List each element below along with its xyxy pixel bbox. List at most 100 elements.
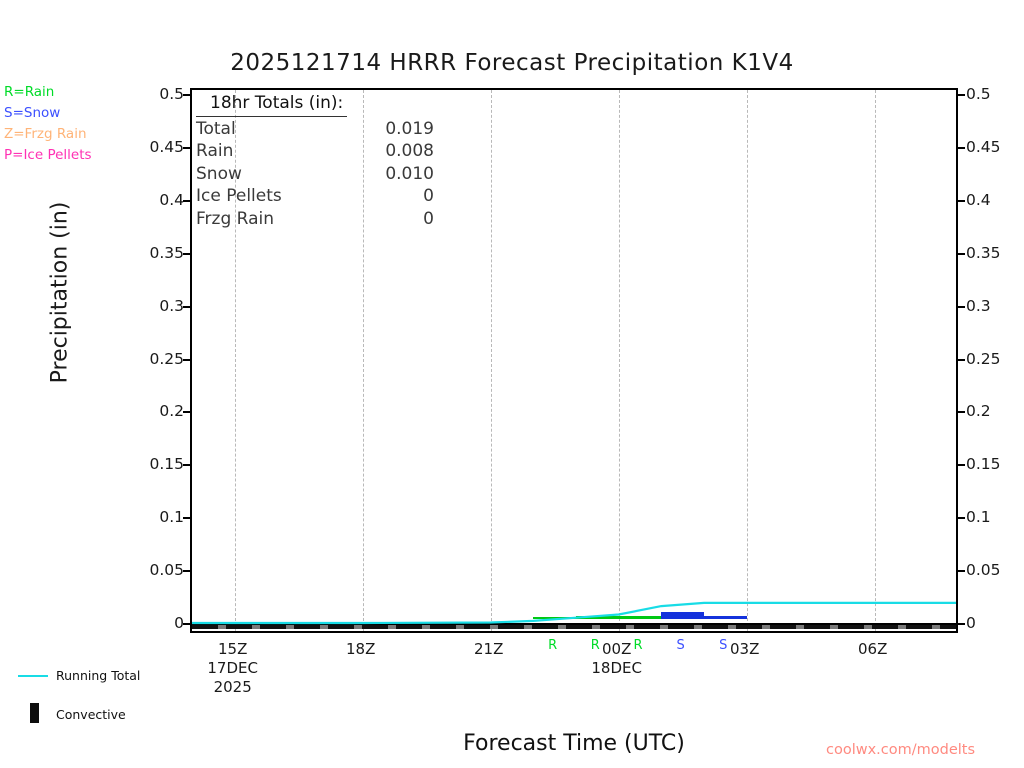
totals-label-4: Frzg Rain [196,208,275,229]
y-tick-label-left-9: 0.45 [149,137,184,156]
y-tick-label-right-9: 0.45 [966,137,1001,156]
x-axis-title: Forecast Time (UTC) [463,731,685,756]
totals-label-0: Total [196,118,236,139]
ptype-marker-0: R [548,638,558,653]
y-tick-mark-left-8 [183,199,190,202]
precip-bar-hour-25 [661,611,704,619]
precip-bar-hour-23 [576,615,619,619]
y-tick-label-left-4: 0.2 [159,402,184,421]
precip-bar-hour-24 [618,615,662,619]
y-tick-mark-right-3 [958,464,965,467]
y-tick-mark-right-7 [958,252,965,255]
y-tick-mark-left-9 [183,146,190,149]
x-tick-0: 15Z 17DEC 2025 [207,640,258,697]
totals-row: Snow 0.010 [196,163,434,186]
precip-bar-hour-22 [533,616,576,619]
gridline-3 [618,90,621,631]
x-tick-time-2: 21Z [474,640,504,658]
x-tick-time-3: 00Z [602,640,632,658]
totals-label-2: Snow [196,163,242,184]
y-tick-label-left-5: 0.25 [149,349,184,368]
y-tick-label-left-6: 0.3 [159,296,184,315]
totals-label-1: Rain [196,141,234,161]
x-tick-2: 21Z [474,640,503,659]
legend-line-swatch [18,675,48,677]
y-tick-mark-left-4 [183,411,190,414]
y-tick-label-right-0: 0 [966,614,976,632]
precip-type-legend: R=Rain S=Snow Z=Frzg Rain P=Ice Pellets [4,82,92,166]
totals-value-3: 0 [423,186,434,206]
ptype-legend-item-0: R=Rain [4,84,55,100]
ptype-marker-3: S [676,638,685,653]
y-tick-mark-left-3 [183,464,190,467]
gridline-4 [746,90,749,631]
totals-label-3: Ice Pellets [196,186,282,206]
totals-row: Rain 0.008 [196,140,434,163]
ptype-legend-item-3: P=Ice Pellets [4,147,92,163]
watermark: coolwx.com/modelts [826,742,976,758]
y-tick-label-right-4: 0.2 [966,402,991,421]
y-tick-label-left-1: 0.05 [149,561,184,580]
y-tick-mark-right-5 [958,358,965,361]
page-title: 2025121714 HRRR Forecast Precipitation K… [230,50,794,76]
x-tick-1: 18Z [346,640,375,659]
y-tick-mark-left-2 [183,517,190,520]
plot-area [190,88,958,633]
x-tick-5: 06Z [858,640,887,659]
y-axis-labels-left: 0 0.05 0.1 0.15 0.2 0.25 0.3 0.35 0.4 0.45 0.5 [130,85,184,633]
y-tick-mark-left-7 [183,252,190,255]
ptype-marker-1: R [590,638,600,653]
x-tick-time-0: 15Z [218,640,248,658]
x-tick-time-5: 06Z [858,640,888,658]
x-tick-4: 03Z [730,640,759,659]
legend-box-swatch [30,703,39,723]
y-tick-label-right-7: 0.35 [966,243,1001,262]
totals-row: Frzg Rain 0 [196,208,434,231]
totals-value-0: 0.019 [385,118,434,139]
x-tick-time-1: 18Z [346,640,376,658]
precip-bar-hour-26 [704,615,747,619]
ptype-marker-4: S [719,638,728,653]
totals-summary-box: 18hr Totals (in): Total 0.019 Rain 0.008 Sno… [196,92,434,230]
y-axis-labels-right: 0 0.05 0.1 0.15 0.2 0.25 0.3 0.35 0.4 0.45 0.5 [966,85,1024,633]
y-tick-label-right-8: 0.4 [966,190,991,209]
gridline-0 [234,90,237,631]
y-tick-label-left-7: 0.35 [149,243,184,262]
x-tick-date-3: 18DEC [591,659,642,677]
y-tick-mark-right-2 [958,517,965,520]
y-tick-mark-right-0 [958,623,965,625]
y-tick-mark-right-6 [958,305,965,308]
y-tick-mark-left-6 [183,305,190,308]
running-total-line [192,601,956,625]
y-tick-mark-left-1 [183,570,190,573]
y-tick-label-right-5: 0.25 [966,349,1001,368]
y-tick-mark-left-0 [183,623,190,625]
y-tick-label-left-10: 0.5 [159,85,184,103]
totals-row: Ice Pellets 0 [196,185,434,208]
gridline-2 [490,90,493,631]
convective-indicator-line [192,625,956,629]
x-tick-time-4: 03Z [730,640,760,658]
y-tick-label-right-3: 0.15 [966,455,1001,474]
y-tick-label-right-6: 0.3 [966,296,991,315]
gridline-1 [362,90,365,631]
y-tick-mark-right-9 [958,146,965,149]
x-tick-3: 00Z 18DEC [591,640,642,678]
x-axis-labels: 15Z 17DEC 2025 18Z 21Z 00Z 18DEC 03Z 06Z [190,640,958,710]
x-tick-year-0: 2025 [213,678,252,696]
legend-label-0: Running Total [56,668,141,683]
y-axis-ticks-left [183,88,191,633]
totals-row: Total 0.019 [196,118,434,141]
y-axis-ticks-right [958,88,966,633]
y-tick-label-left-0: 0 [174,614,184,632]
y-axis-title: Precipitation (in) [47,201,73,384]
y-tick-label-left-2: 0.1 [159,508,184,527]
y-tick-label-right-2: 0.1 [966,508,991,527]
zero-baseline [192,623,956,625]
y-tick-mark-left-10 [183,94,190,96]
y-tick-mark-right-10 [958,94,965,96]
y-tick-mark-left-5 [183,358,190,361]
y-tick-mark-right-4 [958,411,965,414]
totals-value-4: 0 [423,208,434,229]
